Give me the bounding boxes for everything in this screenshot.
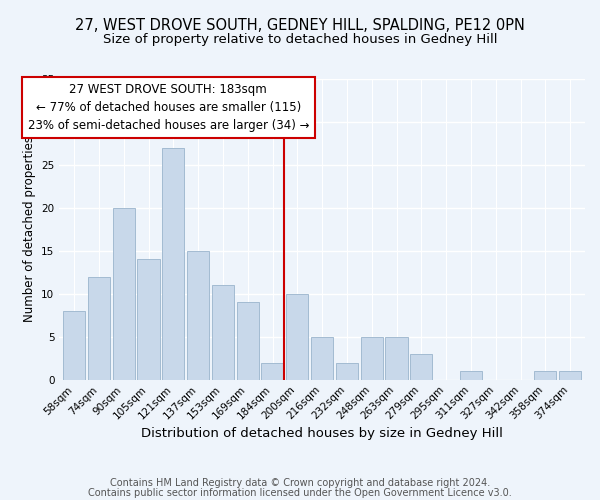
Bar: [286, 294, 308, 380]
Text: Contains HM Land Registry data © Crown copyright and database right 2024.: Contains HM Land Registry data © Crown c…: [110, 478, 490, 488]
Bar: [460, 371, 482, 380]
Bar: [88, 276, 110, 380]
Bar: [262, 362, 284, 380]
Bar: [311, 337, 333, 380]
Bar: [162, 148, 184, 380]
Bar: [63, 311, 85, 380]
Bar: [236, 302, 259, 380]
Bar: [361, 337, 383, 380]
Text: 27, WEST DROVE SOUTH, GEDNEY HILL, SPALDING, PE12 0PN: 27, WEST DROVE SOUTH, GEDNEY HILL, SPALD…: [75, 18, 525, 32]
Text: Contains public sector information licensed under the Open Government Licence v3: Contains public sector information licen…: [88, 488, 512, 498]
Bar: [534, 371, 556, 380]
Y-axis label: Number of detached properties: Number of detached properties: [23, 136, 35, 322]
Bar: [212, 285, 234, 380]
Bar: [113, 208, 135, 380]
Bar: [137, 260, 160, 380]
Text: Size of property relative to detached houses in Gedney Hill: Size of property relative to detached ho…: [103, 32, 497, 46]
Bar: [187, 251, 209, 380]
Bar: [385, 337, 407, 380]
Text: 27 WEST DROVE SOUTH: 183sqm
← 77% of detached houses are smaller (115)
23% of se: 27 WEST DROVE SOUTH: 183sqm ← 77% of det…: [28, 84, 309, 132]
X-axis label: Distribution of detached houses by size in Gedney Hill: Distribution of detached houses by size …: [141, 427, 503, 440]
Bar: [410, 354, 433, 380]
Bar: [336, 362, 358, 380]
Bar: [559, 371, 581, 380]
